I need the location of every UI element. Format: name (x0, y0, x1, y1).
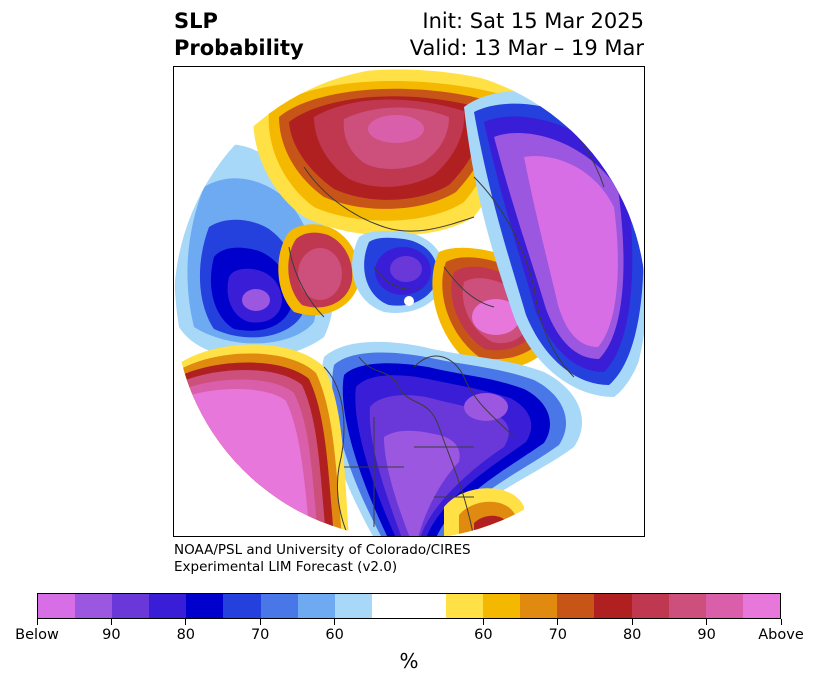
colorbar-segment-below-4 (186, 594, 224, 618)
colorbar-tick (557, 619, 559, 625)
colorbar-segment-above-7 (705, 594, 743, 618)
colorbar-tick (780, 619, 782, 625)
pacific-high-pocket (278, 224, 360, 316)
colorbar-tick (185, 619, 187, 625)
north-america-low-region (321, 341, 583, 536)
colorbar-segment-above-2 (520, 594, 558, 618)
polar-low-region (352, 230, 446, 313)
colorbar-tick-label: Below (15, 627, 59, 643)
colorbar-tick (259, 619, 261, 625)
coastlines (288, 106, 605, 536)
pole-marker (404, 296, 414, 306)
colorbar-units: % (399, 649, 419, 673)
colorbar-tick-label: 70 (250, 627, 270, 643)
title-line-1: SLP (174, 9, 218, 33)
eurasia-high-region (253, 69, 517, 236)
colorbar-segment-above-8 (742, 594, 780, 618)
colorbar-segment-below-1 (75, 594, 113, 618)
colorbar-tick (482, 619, 484, 625)
colorbar-segment-below-7 (297, 594, 335, 618)
plot-title: SLP Probability (174, 8, 304, 62)
map-panel (173, 66, 645, 537)
asia-low-region (464, 91, 644, 397)
forecast-dates: Init: Sat 15 Mar 2025 Valid: 13 Mar – 19… (410, 8, 644, 62)
valid-date: Valid: 13 Mar – 19 Mar (409, 36, 644, 60)
colorbar-tick-label: 60 (325, 627, 344, 643)
credit-line-1: NOAA/PSL and University of Colorado/CIRE… (174, 542, 471, 558)
colorbar-segment-above-0 (446, 594, 484, 618)
colorbar-segment-below-0 (38, 594, 76, 618)
colorbar-tick (110, 619, 112, 625)
probability-map (174, 67, 644, 536)
colorbar-segment-above-3 (557, 594, 595, 618)
colorbar-segment-above-4 (594, 594, 632, 618)
credit-line-2: Experimental LIM Forecast (v2.0) (174, 559, 398, 575)
colorbar-tick (334, 619, 336, 625)
colorbar-tick-label: 70 (548, 627, 568, 643)
colorbar-segment-above-6 (668, 594, 706, 618)
colorbar-segment-below-5 (223, 594, 261, 618)
colorbar-segment-below-3 (149, 594, 187, 618)
colorbar-segment-below-2 (112, 594, 150, 618)
colorbar-tick-label: 90 (102, 627, 121, 643)
colorbar-tick-label: 80 (176, 627, 196, 643)
colorbar-segment-above-5 (631, 594, 669, 618)
title-line-2: Probability (174, 36, 304, 60)
colorbar (37, 593, 781, 619)
colorbar-segment-below-8 (334, 594, 372, 618)
colorbar-segment-below-6 (260, 594, 298, 618)
colorbar-tick-label: Above (758, 627, 804, 643)
pacific-high-region (174, 344, 349, 536)
init-date: Init: Sat 15 Mar 2025 (422, 9, 644, 33)
colorbar-tick (706, 619, 708, 625)
colorbar-tick-label: 80 (622, 627, 642, 643)
colorbar-segment-above-1 (483, 594, 521, 618)
colorbar-tick-label: 60 (474, 627, 493, 643)
credit-text: NOAA/PSL and University of Colorado/CIRE… (174, 542, 471, 576)
colorbar-tick (36, 619, 38, 625)
colorbar-tick (631, 619, 633, 625)
colorbar-segment-neutral-0 (371, 594, 447, 618)
colorbar-tick-label: 90 (697, 627, 716, 643)
